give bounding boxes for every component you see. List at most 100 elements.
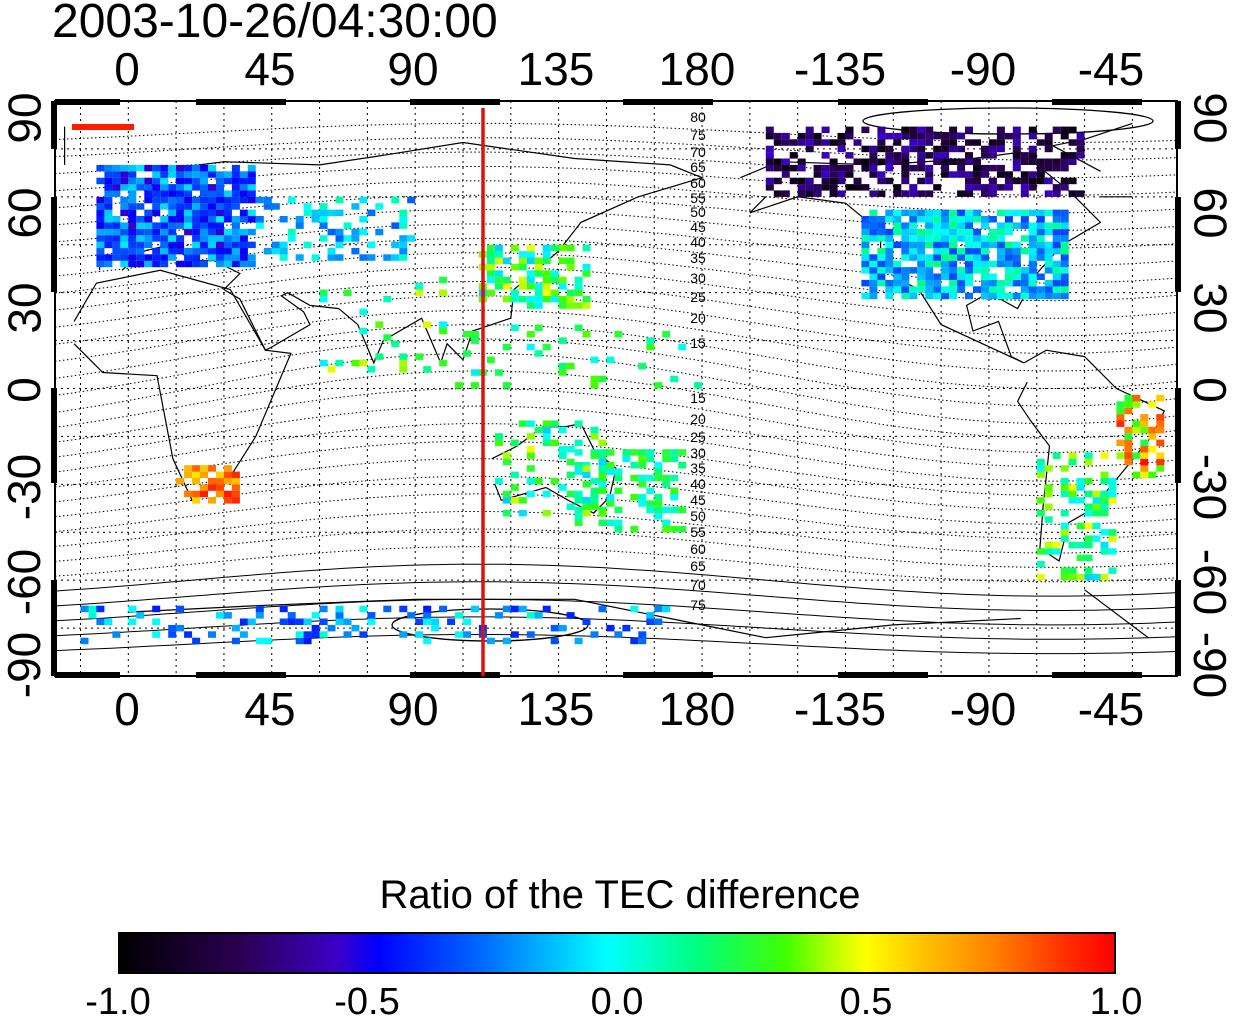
tec-cell — [988, 164, 997, 172]
tec-cell — [813, 164, 822, 172]
tec-cell — [981, 247, 989, 255]
tec-cell — [311, 254, 320, 261]
tec-cell — [128, 235, 137, 242]
tec-cell — [112, 177, 121, 185]
tec-cell — [184, 203, 193, 210]
tec-cell — [223, 612, 232, 619]
tec-cell — [1132, 394, 1141, 402]
tec-cell — [415, 283, 424, 290]
contour-label: 60 — [690, 541, 706, 557]
colorbar-tick-label: -0.5 — [334, 981, 400, 1023]
tec-cell — [630, 474, 639, 482]
tec-cell — [925, 222, 934, 229]
tec-cell — [885, 235, 894, 242]
tec-cell — [1068, 126, 1077, 134]
tec-cell — [1028, 286, 1037, 293]
tec-cell — [176, 477, 185, 485]
tec-cell — [765, 158, 774, 165]
tec-cell — [391, 222, 400, 229]
tec-cell — [160, 171, 169, 178]
tec-cell — [120, 184, 129, 191]
tec-cell — [200, 216, 208, 223]
tec-cell — [502, 283, 511, 290]
tec-cell — [343, 222, 352, 229]
tec-cell — [917, 235, 926, 242]
tec-cell — [231, 484, 240, 491]
tec-cell — [925, 273, 934, 280]
tec-cell — [869, 235, 878, 242]
tec-cell — [1044, 177, 1053, 185]
tec-cell — [319, 235, 328, 242]
tec-cell — [981, 184, 989, 191]
tec-cell — [542, 433, 551, 440]
tec-cell — [200, 190, 208, 197]
tec-cell — [1012, 241, 1021, 249]
tec-cell — [1036, 509, 1045, 517]
tec-cell — [1156, 394, 1165, 402]
tec-cell — [949, 273, 958, 280]
tec-cell — [439, 327, 448, 335]
tec-cell — [104, 260, 113, 268]
lat-tick-right: 0 — [1183, 377, 1236, 403]
tec-cell — [1100, 471, 1109, 479]
tec-cell — [909, 222, 918, 229]
tec-cell — [877, 126, 886, 134]
tec-cell — [853, 184, 862, 191]
tec-cell — [909, 241, 918, 249]
tec-cell — [223, 254, 232, 261]
tec-cell — [231, 471, 240, 479]
tec-cell — [1100, 490, 1109, 498]
tec-cell — [1004, 228, 1013, 236]
contour-line — [54, 616, 1178, 640]
tec-cell — [781, 132, 790, 140]
lon-tick-bottom: 135 — [517, 683, 595, 735]
tec-cell — [933, 145, 942, 153]
tec-cell — [1084, 522, 1093, 530]
tec-cell — [192, 184, 201, 191]
tec-cell — [582, 295, 591, 303]
tec-cell — [606, 356, 615, 364]
tec-cell — [423, 366, 432, 373]
tec-cell — [1020, 267, 1029, 274]
tec-cell — [96, 216, 105, 223]
tec-cell — [239, 254, 248, 261]
tec-cell — [287, 618, 296, 625]
tec-cell — [566, 302, 575, 309]
tec-cell — [192, 222, 201, 229]
tec-cell — [630, 449, 639, 456]
tec-cell — [606, 468, 615, 475]
lon-tick-bottom: -135 — [793, 683, 887, 735]
tec-cell — [614, 506, 623, 514]
tec-cell — [965, 254, 973, 261]
tec-cell — [263, 196, 272, 204]
tec-cell — [973, 228, 981, 236]
tec-cell — [335, 209, 344, 217]
tec-cell — [160, 203, 169, 210]
tec-cell — [1012, 145, 1021, 153]
tec-cell — [1044, 190, 1053, 197]
tec-cell — [797, 158, 806, 165]
tec-cell — [965, 216, 973, 223]
tec-cell — [152, 235, 161, 242]
tec-cell — [486, 289, 495, 296]
tec-cell — [200, 222, 208, 229]
tec-cell — [399, 366, 408, 373]
tec-cell — [1140, 465, 1149, 472]
contour-line — [54, 295, 1178, 354]
tec-cell — [208, 209, 216, 217]
tec-cell — [925, 164, 934, 172]
tec-cell — [1052, 158, 1061, 165]
tec-cell — [112, 631, 121, 638]
tec-cell — [988, 177, 997, 185]
tec-cell — [1060, 235, 1069, 242]
tec-cell — [901, 273, 910, 280]
tec-cell — [144, 190, 153, 197]
tec-cell — [885, 145, 894, 153]
tec-cell — [941, 209, 950, 217]
tec-cell — [1084, 503, 1093, 510]
tec-cell — [176, 196, 185, 204]
contour-line — [54, 180, 1178, 214]
tec-cell — [821, 164, 830, 172]
tec-cell — [957, 158, 966, 165]
tec-cell — [351, 228, 360, 236]
